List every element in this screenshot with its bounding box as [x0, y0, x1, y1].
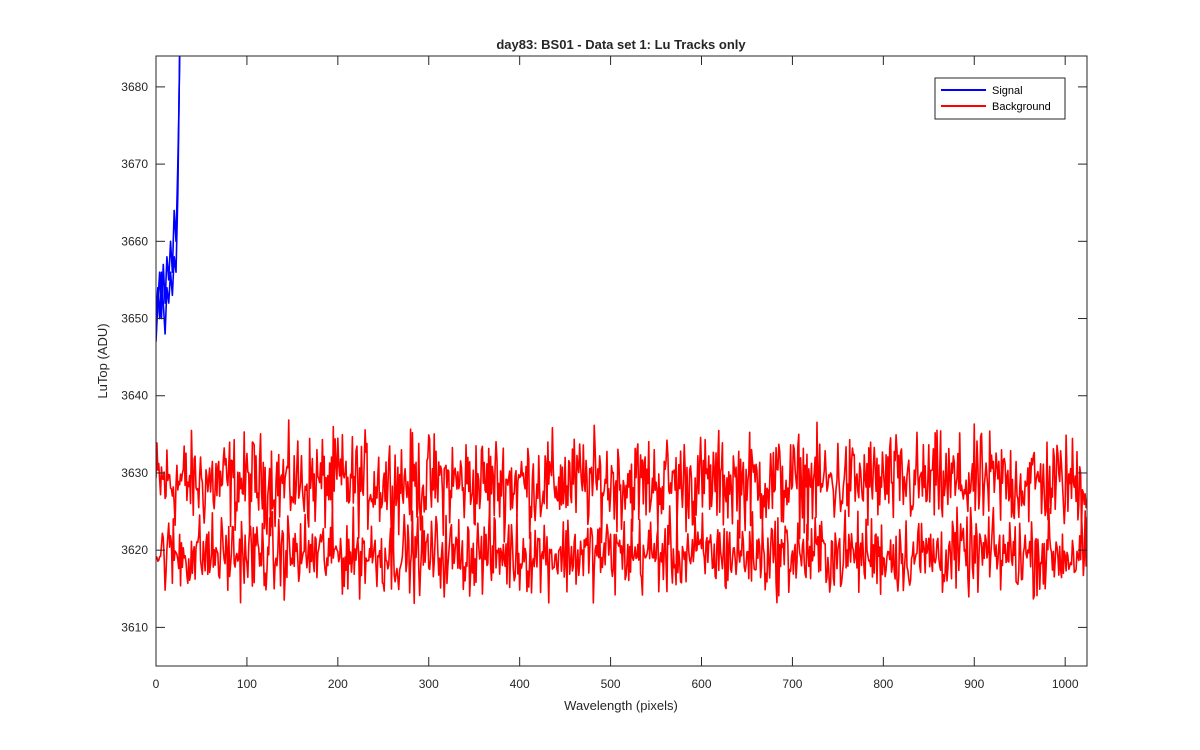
background-series-line [156, 504, 1087, 605]
x-tick-label: 800 [873, 677, 893, 691]
series-layer [156, 56, 1087, 605]
plot-frame [155, 55, 1088, 667]
x-tick-label: 900 [964, 677, 984, 691]
y-tick-label: 3610 [121, 620, 148, 634]
signal-series-line [156, 56, 181, 335]
legend-background-label: Background [992, 101, 1051, 113]
y-tick-label: 3680 [121, 80, 148, 94]
y-tick-label: 3620 [121, 543, 148, 557]
x-tick-label: 600 [691, 677, 711, 691]
x-tick-label: 500 [601, 677, 621, 691]
x-tick-label: 100 [237, 677, 257, 691]
x-axis-label: Wavelength (pixels) [564, 698, 678, 713]
y-tick-label: 3650 [121, 312, 148, 326]
y-tick-label: 3670 [121, 157, 148, 171]
y-tick-label: 3660 [121, 234, 148, 248]
chart-title: day83: BS01 - Data set 1: Lu Tracks only [496, 37, 746, 52]
legend-signal-label: Signal [992, 85, 1023, 97]
x-tick-label: 700 [782, 677, 802, 691]
y-tick-label: 3630 [121, 466, 148, 480]
x-tick-label: 200 [328, 677, 348, 691]
ticks-layer: 0 100 200 300 400 500 600 700 800 900 1000 3610 3620… [121, 56, 1087, 691]
x-tick-label: 0 [153, 677, 160, 691]
x-tick-label: 300 [419, 677, 439, 691]
y-axis-label: LuTop (ADU) [95, 323, 110, 398]
x-tick-label: 400 [510, 677, 530, 691]
y-tick-label: 3640 [121, 389, 148, 403]
legend: Signal Background [934, 77, 1066, 120]
x-tick-label: 1000 [1052, 677, 1079, 691]
background-series-line [156, 419, 1087, 549]
legend-box [934, 77, 1066, 120]
